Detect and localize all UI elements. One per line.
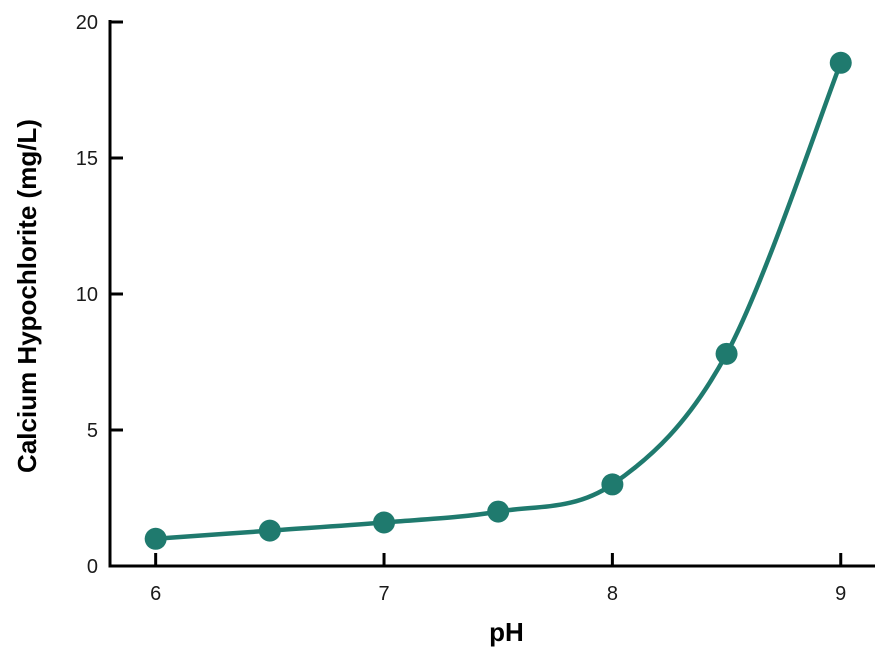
x-axis: 6 7 8 9 [108, 553, 875, 605]
x-ticks: 6 7 8 9 [150, 553, 846, 605]
x-tick-label: 8 [607, 583, 618, 605]
y-tick-label: 5 [87, 420, 98, 442]
x-tick-label: 9 [835, 583, 846, 605]
data-point [715, 342, 738, 365]
data-point [601, 473, 624, 496]
series-line [153, 60, 843, 542]
data-point [144, 527, 167, 550]
data-point [487, 500, 510, 523]
x-axis-title: pH [489, 617, 524, 647]
data-points [144, 51, 852, 550]
data-point [373, 511, 396, 534]
data-point [829, 51, 852, 74]
data-point [258, 519, 281, 542]
y-ticks: 0 5 10 15 20 [76, 12, 123, 578]
x-tick-label: 7 [378, 583, 389, 605]
x-tick-label: 6 [150, 583, 161, 605]
y-axis-title: Calcium Hypochlorite (mg/L) [12, 119, 42, 473]
y-axis: 0 5 10 15 20 [76, 12, 123, 578]
y-tick-label: 20 [76, 12, 98, 34]
y-tick-label: 15 [76, 148, 98, 170]
y-tick-label: 10 [76, 284, 98, 306]
y-tick-label: 0 [87, 556, 98, 578]
